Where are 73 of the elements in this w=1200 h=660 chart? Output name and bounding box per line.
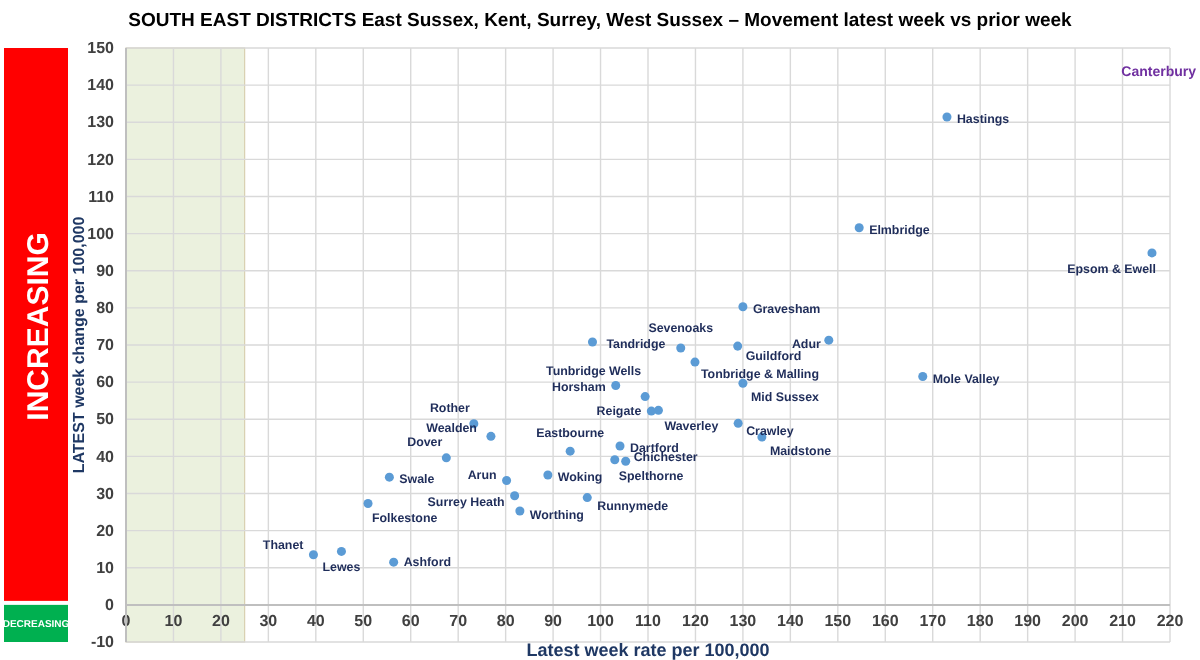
y-tick-label: 0: [105, 595, 116, 614]
point: [611, 380, 621, 390]
x-tick-label: 110: [635, 612, 663, 631]
x-tick-label: 40: [306, 612, 326, 631]
chart-title: SOUTH EAST DISTRICTS East Sussex, Kent, Surrey, West Sussex – Movement latest week vs prior week: [128, 10, 1074, 32]
point: [384, 472, 394, 482]
x-tick-label: 160: [871, 612, 900, 631]
point: [308, 550, 318, 560]
point: [543, 470, 553, 480]
point: [610, 455, 620, 465]
x-tick-label: 70: [449, 612, 469, 631]
x-tick-label: 170: [919, 612, 948, 631]
point: [738, 302, 748, 312]
point: [690, 357, 700, 367]
point: [733, 418, 743, 428]
x-tick-label: 200: [1061, 612, 1090, 631]
y-tick-label: 90: [96, 261, 116, 280]
point: [621, 456, 631, 466]
y-tick-label: 50: [96, 410, 116, 429]
point: [640, 392, 650, 402]
y-tick-label: 40: [96, 447, 116, 466]
x-tick-label: 20: [212, 612, 231, 631]
x-tick-label: 140: [777, 612, 805, 631]
x-tick-label: 100: [587, 612, 615, 631]
point: [653, 405, 663, 415]
y-tick-label: 150: [87, 39, 116, 58]
point: [486, 431, 496, 441]
point: [336, 546, 346, 556]
y-tick-label: 80: [96, 298, 116, 317]
x-tick-label: 60: [401, 612, 421, 631]
y-tick-label: 100: [87, 224, 116, 243]
x-tick-label: 80: [496, 612, 516, 631]
point: [582, 493, 592, 503]
x-tick-label: 120: [682, 612, 710, 631]
point: [502, 476, 512, 486]
y-tick-label: 60: [96, 373, 116, 392]
text: INCREASING: [22, 232, 56, 421]
point: [942, 112, 952, 122]
x-tick-label: 130: [729, 612, 758, 631]
x-tick-label: 90: [544, 612, 564, 631]
y-tick-label: 110: [88, 187, 116, 206]
x-axis-title: Latest week rate per 100,000: [526, 640, 770, 660]
point: [615, 441, 625, 451]
y-axis-title: LATEST week change per 100,000: [70, 215, 88, 474]
x-tick-label: 190: [1014, 612, 1043, 631]
x-tick-label: 210: [1109, 612, 1137, 631]
x-tick-label: 180: [966, 612, 995, 631]
x-tick-label: 30: [259, 612, 279, 631]
point: [733, 341, 743, 351]
point: [587, 337, 597, 347]
y-tick-label: 140: [87, 76, 116, 95]
x-tick-label: 10: [164, 612, 184, 631]
point: [363, 499, 373, 509]
y-tick-label: 30: [96, 484, 116, 503]
y-tick-label: -10: [90, 633, 116, 652]
point: [676, 343, 686, 353]
y-tick-label: 70: [96, 336, 116, 355]
point: [565, 446, 575, 456]
point: [510, 491, 520, 501]
point: [854, 223, 864, 233]
x-tick-label: 150: [824, 612, 853, 631]
y-tick-label: 130: [87, 113, 116, 132]
point: [918, 372, 928, 382]
point: [1147, 248, 1157, 258]
point: [515, 506, 525, 516]
y-tick-label: 20: [96, 521, 116, 540]
x-tick-label: 220: [1156, 612, 1185, 631]
x-tick-label: 50: [354, 612, 374, 631]
point: [441, 453, 451, 463]
y-tick-label: 10: [96, 558, 116, 577]
y-tick-label: 120: [87, 150, 116, 169]
point: [824, 335, 834, 345]
point: [389, 557, 399, 567]
